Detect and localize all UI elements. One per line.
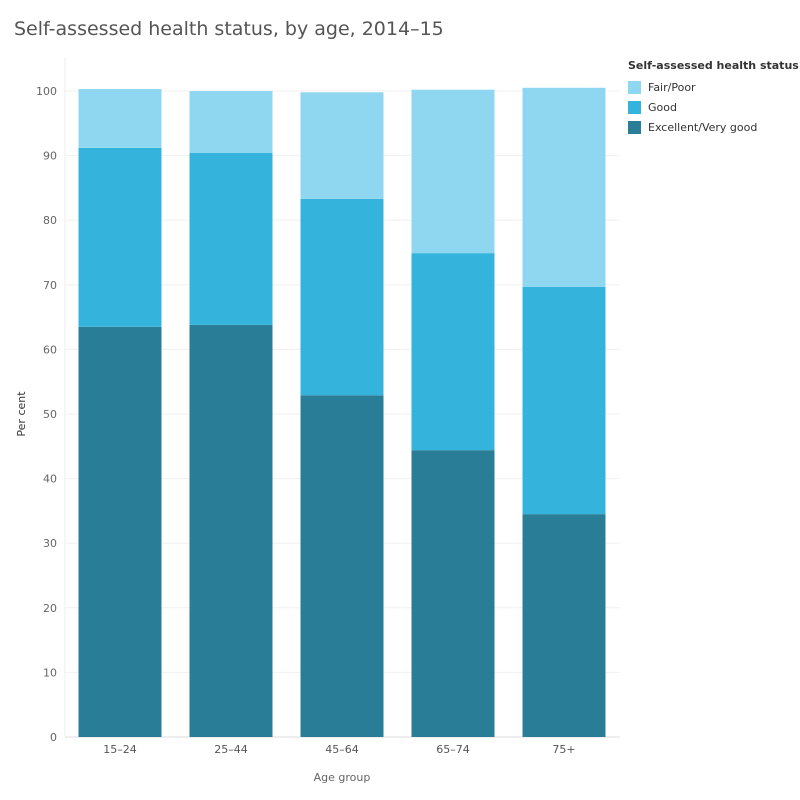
legend-swatch — [628, 100, 641, 114]
x-tick-label: 25–44 — [214, 743, 248, 756]
y-tick-label: 80 — [43, 214, 57, 227]
bar-segment — [78, 147, 162, 327]
legend-label: Excellent/Very good — [648, 120, 758, 134]
legend-swatch — [628, 120, 641, 134]
bar-segment — [189, 91, 273, 154]
x-axis-title: Age group — [314, 771, 371, 784]
bar-segment — [78, 89, 162, 148]
x-tick-label: 15–24 — [103, 743, 137, 756]
bar-segment — [300, 198, 384, 396]
x-tick-label: 65–74 — [436, 743, 470, 756]
bar-segment — [189, 324, 273, 737]
y-tick-label: 0 — [50, 731, 57, 744]
legend-label: Good — [648, 100, 677, 114]
x-tick-label: 45–64 — [325, 743, 359, 756]
bar-segment — [522, 87, 606, 287]
legend-item[interactable]: Good — [628, 97, 799, 117]
bar-segment — [78, 326, 162, 737]
y-tick-label: 20 — [43, 602, 57, 615]
y-tick-label: 30 — [43, 537, 57, 550]
bar-segment — [522, 286, 606, 515]
y-tick-label: 60 — [43, 343, 57, 356]
bar-segment — [522, 514, 606, 737]
y-axis-title: Per cent — [15, 391, 28, 437]
x-tick-label: 75+ — [552, 743, 575, 756]
bar-segment — [411, 253, 495, 451]
y-tick-label: 90 — [43, 150, 57, 163]
y-tick-label: 70 — [43, 279, 57, 292]
y-tick-label: 10 — [43, 666, 57, 679]
bar-segment — [411, 89, 495, 254]
y-tick-label: 100 — [36, 85, 57, 98]
legend-swatch — [628, 80, 641, 94]
bar-segment — [300, 92, 384, 199]
y-tick-label: 50 — [43, 408, 57, 421]
legend-label: Fair/Poor — [648, 80, 696, 94]
y-tick-label: 40 — [43, 473, 57, 486]
chart-title: Self-assessed health status, by age, 201… — [14, 18, 444, 40]
bar-segment — [189, 153, 273, 325]
legend-item[interactable]: Fair/Poor — [628, 77, 799, 97]
bar-segment — [300, 395, 384, 737]
bar-segment — [411, 450, 495, 737]
legend-title: Self-assessed health status — [628, 59, 799, 72]
legend: Self-assessed health status Fair/Poor Goo… — [628, 59, 799, 137]
legend-item[interactable]: Excellent/Very good — [628, 117, 799, 137]
